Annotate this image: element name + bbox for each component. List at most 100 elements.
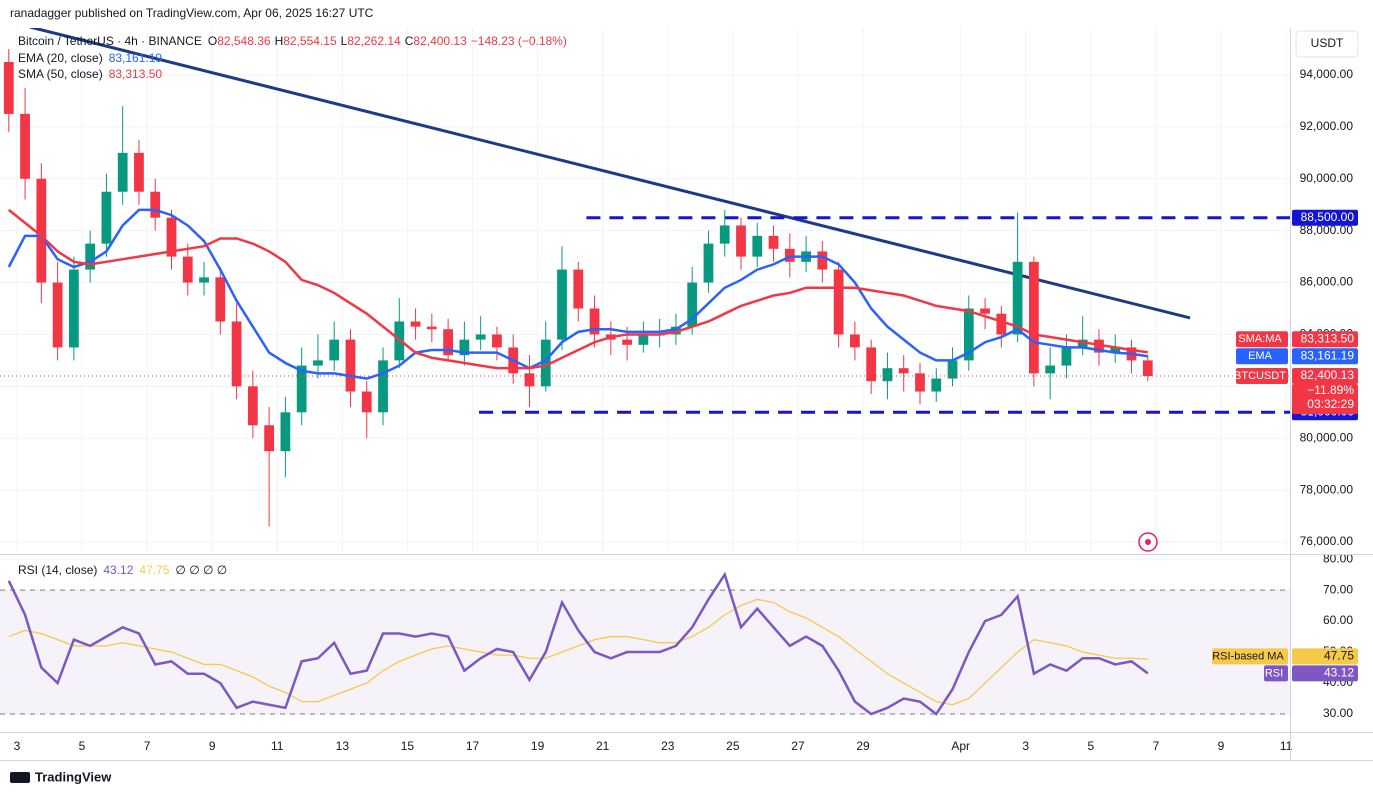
candle-body [3, 62, 14, 114]
axis-label-name: SMA:MA [1238, 333, 1282, 345]
indicator-name: EMA (20, close) [18, 51, 103, 65]
candle-body [1142, 360, 1153, 376]
x-tick-label: 3 [14, 739, 21, 753]
price-pane [0, 28, 1290, 552]
candle-body [345, 339, 356, 392]
footer-brand: TradingView [35, 769, 112, 784]
x-tick-label: 29 [856, 739, 870, 753]
alert-icon[interactable] [1138, 532, 1158, 552]
candle-body [426, 326, 437, 330]
x-tick-label: 23 [661, 739, 675, 753]
candle-body [833, 269, 844, 335]
rsi-line [8, 598, 1148, 706]
moving-average-line [8, 208, 1148, 370]
axis-label-name-box [1264, 665, 1288, 682]
candle-body [736, 225, 746, 257]
rsi-value: 47.75 [139, 563, 169, 577]
candle-body [915, 373, 925, 392]
x-tick-label: 19 [531, 739, 545, 753]
x-tick-label: 7 [1153, 739, 1160, 753]
ohlc-letter: C [405, 34, 414, 48]
x-tick-label: 9 [209, 739, 216, 753]
axis-label-value: 83,161.19 [1301, 348, 1355, 362]
candle-body [1110, 347, 1121, 353]
y-tick-label: 70.00 [1323, 582, 1353, 596]
candle-body [540, 339, 551, 387]
x-tick-label: 5 [1087, 739, 1094, 753]
indicator-value: 83,161.19 [109, 51, 163, 65]
axis-label-value-box [1292, 331, 1358, 348]
y-tick-label: 92,000.00 [1300, 119, 1354, 133]
candle-body [703, 243, 714, 283]
candle-body [882, 368, 893, 382]
axis-label-name-box [1212, 648, 1288, 665]
axis-label-value: 83,313.50 [1301, 331, 1355, 345]
candle-body [1029, 261, 1039, 374]
indicator-header: SMA (50, close) 83,313.50 [18, 67, 162, 81]
axis-label-value: 82,400.13 [1301, 368, 1355, 382]
currency-box[interactable] [1295, 30, 1359, 58]
candle-body [166, 217, 177, 257]
rsi-extra: ∅ ∅ ∅ ∅ [175, 563, 227, 577]
candle-body [850, 334, 860, 348]
rsi-pane [0, 558, 1290, 716]
ohlc-letter: O [208, 34, 217, 48]
last-price-extra: 03:32:29 [1307, 397, 1354, 411]
candle-body [1012, 261, 1023, 335]
x-tick-label: 21 [596, 739, 610, 753]
axis-label-name: RSI-based MA [1212, 650, 1284, 662]
indicator-value: 83,313.50 [109, 67, 163, 81]
y-tick-label: 80.00 [1323, 551, 1353, 565]
publisher: ranadagger published on TradingView.com,… [10, 6, 374, 20]
candle-body [719, 225, 730, 244]
candle-body [215, 277, 226, 322]
x-tick-label: 27 [791, 739, 805, 753]
candle-body [231, 321, 242, 387]
indicator-name: SMA (50, close) [18, 67, 103, 81]
candle-body [784, 248, 795, 262]
candle-body [313, 360, 323, 366]
ohlc-value: 82,400.13 [413, 34, 467, 48]
candle-body [557, 269, 567, 340]
axis-label-name-box [1236, 348, 1288, 365]
candle-body [1094, 339, 1104, 353]
last-price-extra-box [1292, 383, 1358, 414]
x-tick-label: 11 [1280, 739, 1293, 753]
y-tick-label: 76,000.00 [1300, 534, 1354, 548]
y-tick-label: 30.00 [1323, 706, 1353, 720]
indicator-header: EMA (20, close) 83,161.19 [18, 51, 162, 65]
candle-body [378, 360, 388, 413]
axis-label-name: RSI [1265, 667, 1283, 679]
trendline [29, 28, 1191, 320]
axis-label-value-box [1292, 367, 1358, 384]
candle-body [443, 329, 453, 356]
x-tick-label: 3 [1022, 739, 1029, 753]
candle-body [963, 308, 974, 361]
axis-label-name-box [1236, 367, 1288, 384]
candle-body [573, 269, 584, 309]
y-tick-label: 78,000.00 [1300, 482, 1354, 496]
candle-body [622, 339, 632, 345]
axis-label-value: 43.12 [1324, 666, 1354, 680]
rsi-title: RSI (14, close) [18, 563, 97, 577]
x-tick-label: 9 [1218, 739, 1225, 753]
candle-body [492, 334, 502, 348]
symbol: Bitcoin / TetherUS · 4h · BINANCE [18, 34, 202, 48]
candle-body [264, 425, 275, 452]
candle-body [101, 191, 112, 244]
x-tick-label: Apr [951, 739, 970, 753]
x-tick-label: 17 [466, 739, 480, 753]
candle-body [817, 251, 828, 270]
x-tick-label: 15 [401, 739, 415, 753]
ohlc-value: 82,262.14 [347, 34, 401, 48]
candle-body [36, 178, 47, 283]
candle-body [996, 313, 1007, 335]
alert-icon-dot [1145, 539, 1151, 545]
candle-body [329, 339, 340, 361]
axis-label-name: BTCUSDT [1234, 370, 1286, 382]
y-tick-label: 90,000.00 [1300, 171, 1354, 185]
y-tick-label: 80,000.00 [1300, 430, 1354, 444]
x-tick-label: 25 [726, 739, 740, 753]
axes: 76,000.0078,000.0080,000.0082,000.0084,0… [14, 51, 1358, 753]
ohlc-letter: H [275, 34, 284, 48]
